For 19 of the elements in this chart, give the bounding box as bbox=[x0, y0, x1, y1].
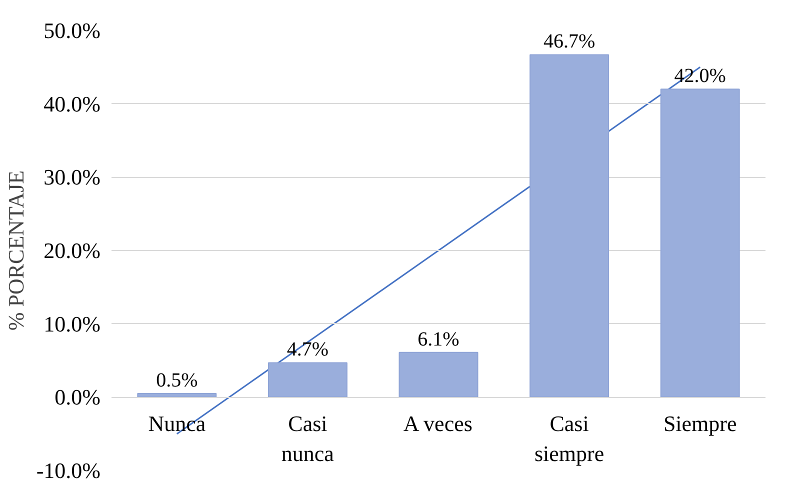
y-tick-label: 20.0% bbox=[44, 238, 100, 263]
x-tick-label: Casi nunca bbox=[281, 411, 334, 466]
y-tick-label: 50.0% bbox=[44, 18, 100, 43]
bar bbox=[660, 88, 740, 398]
y-axis-title: % PORCENTAJE bbox=[3, 170, 28, 331]
bar bbox=[268, 362, 348, 398]
x-tick-label: Casi siempre bbox=[534, 411, 604, 466]
x-tick-label: A veces bbox=[403, 411, 472, 436]
y-tick-label: -10.0% bbox=[36, 458, 101, 483]
data-label: 0.5% bbox=[156, 370, 198, 392]
bar bbox=[398, 352, 478, 398]
y-tick-label: 30.0% bbox=[44, 164, 100, 190]
x-tick-label: Siempre bbox=[663, 411, 737, 436]
bar bbox=[530, 54, 610, 398]
data-label: 46.7% bbox=[543, 30, 596, 53]
y-tick-label: 0.0% bbox=[54, 384, 100, 410]
y-tick-label: 40.0% bbox=[44, 91, 100, 116]
data-label: 6.1% bbox=[418, 328, 460, 350]
y-tick-label: 10.0% bbox=[44, 311, 100, 336]
